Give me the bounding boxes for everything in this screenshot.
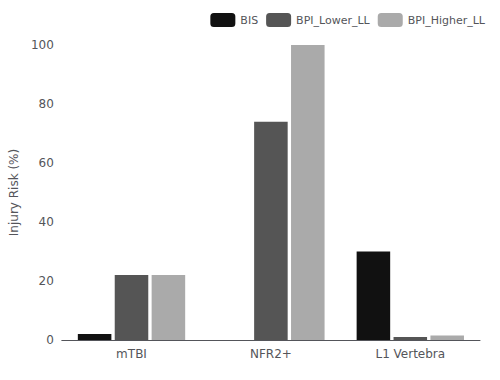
svg-text:20: 20 [39,274,54,288]
svg-text:BPI_Higher_LL: BPI_Higher_LL [408,14,486,27]
svg-text:mTBI: mTBI [116,347,147,361]
svg-text:BIS: BIS [240,14,258,27]
svg-text:60: 60 [39,156,54,170]
svg-text:L1 Vertebra: L1 Vertebra [375,347,445,361]
svg-text:BPI_Lower_LL: BPI_Lower_LL [296,14,371,27]
svg-text:100: 100 [31,38,54,52]
svg-text:NFR2+: NFR2+ [250,347,292,361]
svg-text:40: 40 [39,215,54,229]
svg-text:0: 0 [46,333,54,347]
svg-text:Injury Risk (%): Injury Risk (%) [7,149,21,236]
svg-text:80: 80 [39,97,54,111]
